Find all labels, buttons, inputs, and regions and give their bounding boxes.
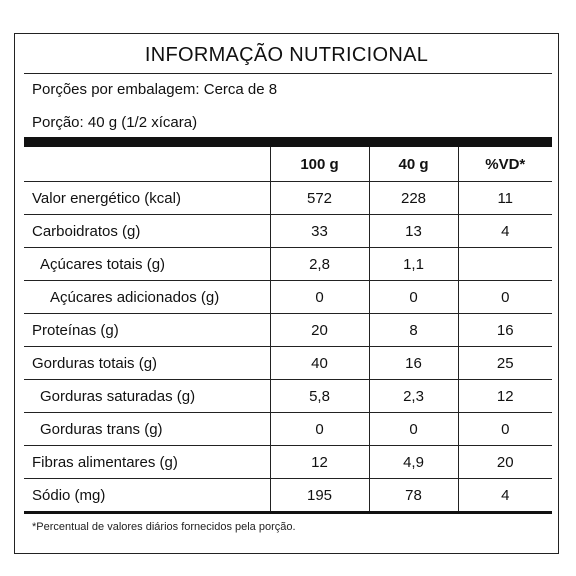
value-per-portion: 0 — [369, 280, 459, 314]
daily-value-percent: 0 — [458, 412, 552, 446]
table-header-row: 100 g 40 g %VD* — [24, 147, 552, 182]
value-per-100g: 20 — [270, 313, 370, 347]
column-header-daily-value: %VD* — [458, 147, 552, 182]
table-row: Proteínas (g) 20 8 16 — [24, 313, 552, 347]
nutrient-name: Gorduras saturadas (g) — [24, 379, 271, 413]
table-row: Açúcares totais (g) 2,8 1,1 — [24, 247, 552, 281]
title-divider — [24, 73, 552, 74]
value-per-portion: 78 — [369, 478, 459, 514]
table-row: Carboidratos (g) 33 13 4 — [24, 214, 552, 248]
table-row: Gorduras totais (g) 40 16 25 — [24, 346, 552, 380]
column-header-nutrient — [24, 147, 271, 182]
table-row: Sódio (mg) 195 78 4 — [24, 478, 552, 514]
nutrient-name: Gorduras totais (g) — [24, 346, 271, 380]
nutrient-name: Fibras alimentares (g) — [24, 445, 271, 479]
value-per-portion: 1,1 — [369, 247, 459, 281]
value-per-100g: 12 — [270, 445, 370, 479]
label-title: INFORMAÇÃO NUTRICIONAL — [144, 44, 429, 66]
nutrient-name: Proteínas (g) — [24, 313, 271, 347]
value-per-portion: 13 — [369, 214, 459, 248]
table-row: Açúcares adicionados (g) 0 0 0 — [24, 280, 552, 314]
value-per-100g: 572 — [270, 181, 370, 215]
value-per-100g: 0 — [270, 412, 370, 446]
nutrient-name: Carboidratos (g) — [24, 214, 271, 248]
nutrient-name: Valor energético (kcal) — [24, 181, 271, 215]
column-header-40g: 40 g — [369, 147, 459, 182]
table-row: Gorduras trans (g) 0 0 0 — [24, 412, 552, 446]
daily-value-percent: 12 — [458, 379, 552, 413]
value-per-100g: 2,8 — [270, 247, 370, 281]
table-row: Valor energético (kcal) 572 228 11 — [24, 181, 552, 215]
value-per-100g: 33 — [270, 214, 370, 248]
value-per-portion: 0 — [369, 412, 459, 446]
nutrient-name: Sódio (mg) — [24, 478, 271, 514]
value-per-portion: 2,3 — [369, 379, 459, 413]
value-per-100g: 5,8 — [270, 379, 370, 413]
table-body: Valor energético (kcal) 572 228 11 Carboidra… — [24, 181, 552, 514]
value-per-portion: 16 — [369, 346, 459, 380]
value-per-portion: 228 — [369, 181, 459, 215]
value-per-portion: 8 — [369, 313, 459, 347]
nutrition-table: 100 g 40 g %VD* Valor energético (kcal) 5… — [24, 147, 552, 514]
value-per-100g: 0 — [270, 280, 370, 314]
footnote: *Percentual de valores diários fornecido… — [32, 521, 296, 533]
daily-value-percent: 20 — [458, 445, 552, 479]
header-divider-bar — [24, 137, 552, 147]
nutrient-name: Açúcares adicionados (g) — [24, 280, 271, 314]
servings-per-package: Porções por embalagem: Cerca de 8 — [32, 81, 278, 98]
daily-value-percent: 25 — [458, 346, 552, 380]
nutrition-label: INFORMAÇÃO NUTRICIONAL Porções por embal… — [14, 33, 559, 554]
nutrient-name: Açúcares totais (g) — [24, 247, 271, 281]
daily-value-percent — [458, 247, 552, 281]
table-row: Fibras alimentares (g) 12 4,9 20 — [24, 445, 552, 479]
column-header-100g: 100 g — [270, 147, 370, 182]
daily-value-percent: 4 — [458, 214, 552, 248]
value-per-portion: 4,9 — [369, 445, 459, 479]
daily-value-percent: 4 — [458, 478, 552, 514]
daily-value-percent: 11 — [458, 181, 552, 215]
value-per-100g: 195 — [270, 478, 370, 514]
nutrient-name: Gorduras trans (g) — [24, 412, 271, 446]
value-per-100g: 40 — [270, 346, 370, 380]
table-row: Gorduras saturadas (g) 5,8 2,3 12 — [24, 379, 552, 413]
portion-size: Porção: 40 g (1/2 xícara) — [32, 114, 198, 131]
daily-value-percent: 0 — [458, 280, 552, 314]
daily-value-percent: 16 — [458, 313, 552, 347]
